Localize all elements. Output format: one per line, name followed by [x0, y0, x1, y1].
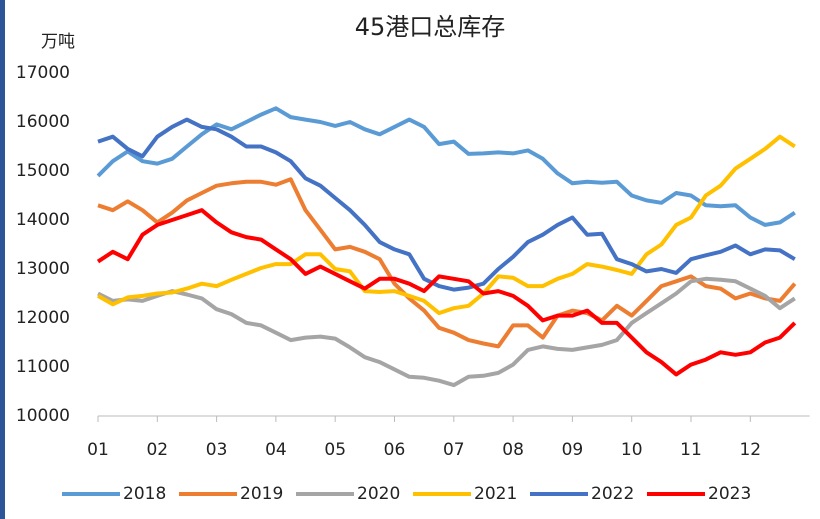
x-tick-label: 09: [562, 440, 584, 460]
y-tick-label: 17000: [16, 63, 70, 83]
x-tick-label: 02: [146, 440, 168, 460]
x-tick-label: 11: [680, 440, 702, 460]
x-tick-label: 05: [324, 440, 346, 460]
x-tick-label: 01: [87, 440, 109, 460]
chart-title: 45港口总库存: [355, 13, 506, 41]
y-tick-label: 11000: [16, 357, 70, 377]
y-tick-label: 13000: [16, 259, 70, 279]
series-line: [97, 117, 796, 292]
legend-label: 2020: [357, 484, 400, 504]
left-edge: [0, 0, 5, 519]
series-line: [97, 276, 796, 388]
x-tick-label: 04: [265, 440, 287, 460]
x-tick-label: 03: [206, 440, 228, 460]
x-tick-label: 08: [502, 440, 524, 460]
legend-label: 2019: [240, 484, 283, 504]
legend-label: 2021: [474, 484, 517, 504]
y-tick-label: 14000: [16, 210, 70, 230]
y-tick-label: 10000: [16, 406, 70, 426]
y-tick-label: 12000: [16, 308, 70, 328]
series-line: [96, 208, 797, 377]
series-line: [96, 106, 796, 227]
legend-label: 2018: [123, 484, 166, 504]
legend-label: 2022: [591, 484, 634, 504]
y-tick-label: 16000: [16, 112, 70, 132]
series-line: [97, 177, 797, 349]
x-tick-label: 10: [621, 440, 643, 460]
legend-label: 2023: [708, 484, 751, 504]
y-axis-unit: 万吨: [41, 32, 75, 52]
y-tick-label: 15000: [16, 161, 70, 181]
x-tick-label: 06: [384, 440, 406, 460]
x-tick-label: 07: [443, 440, 465, 460]
x-tick-label: 12: [739, 440, 761, 460]
series-line: [97, 134, 796, 316]
